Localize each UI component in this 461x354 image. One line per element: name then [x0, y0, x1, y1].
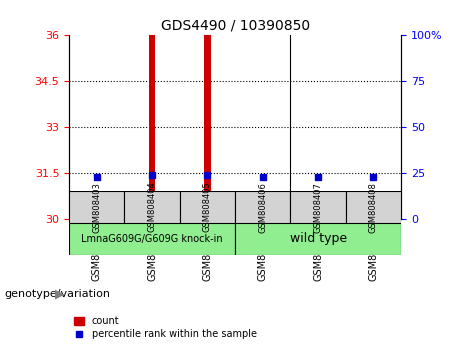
Text: GSM808406: GSM808406 [258, 182, 267, 233]
Text: GSM808405: GSM808405 [203, 182, 212, 233]
Text: ▶: ▶ [55, 287, 65, 300]
Text: genotype/variation: genotype/variation [5, 289, 111, 299]
FancyBboxPatch shape [235, 223, 401, 255]
FancyBboxPatch shape [69, 191, 124, 223]
FancyBboxPatch shape [346, 191, 401, 223]
FancyBboxPatch shape [69, 223, 235, 255]
Text: GSM808403: GSM808403 [92, 182, 101, 233]
Bar [149, 35, 155, 219]
FancyBboxPatch shape [124, 191, 180, 223]
Text: GSM808407: GSM808407 [313, 182, 323, 233]
Bar [94, 201, 100, 219]
Text: wild type: wild type [290, 233, 347, 245]
Bar [204, 35, 211, 219]
Bar [260, 218, 266, 219]
Text: LmnaG609G/G609G knock-in: LmnaG609G/G609G knock-in [81, 234, 223, 244]
FancyBboxPatch shape [235, 191, 290, 223]
Text: GSM808404: GSM808404 [148, 182, 157, 233]
FancyBboxPatch shape [290, 191, 346, 223]
Bar [370, 218, 377, 219]
FancyBboxPatch shape [180, 191, 235, 223]
Bar [315, 218, 321, 219]
Legend: count, percentile rank within the sample: count, percentile rank within the sample [74, 316, 256, 339]
Title: GDS4490 / 10390850: GDS4490 / 10390850 [160, 19, 310, 33]
Text: GSM808408: GSM808408 [369, 182, 378, 233]
